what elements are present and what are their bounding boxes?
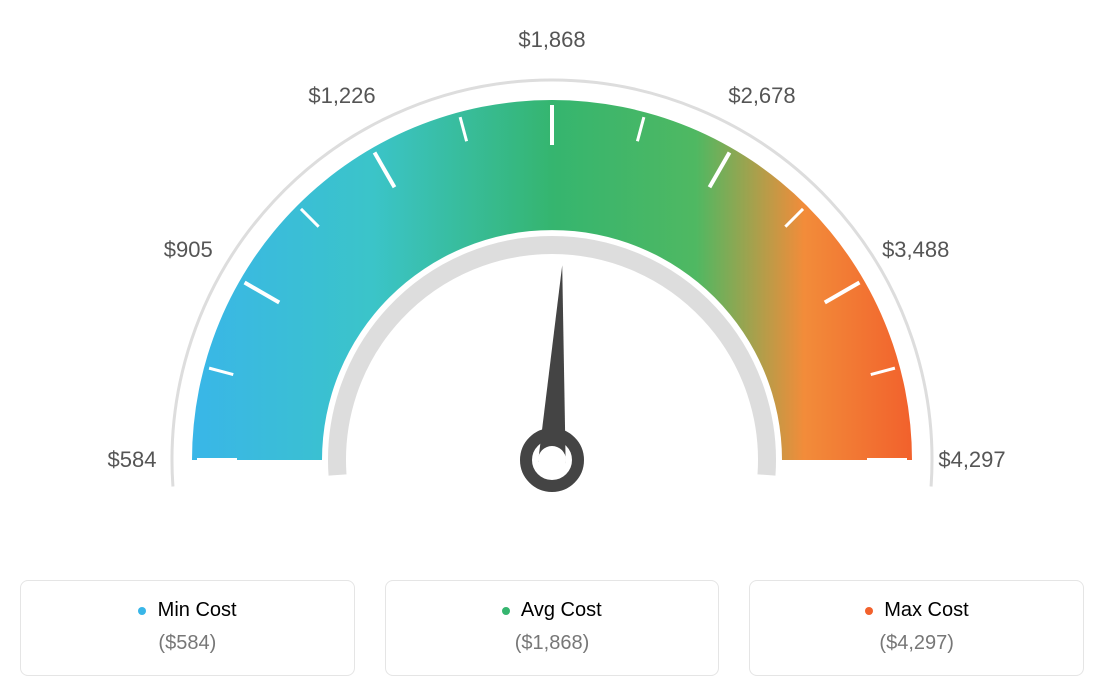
legend-max-title: Max Cost bbox=[760, 599, 1073, 622]
gauge-tick-label: $584 bbox=[108, 447, 157, 473]
legend-max-label: Max Cost bbox=[884, 599, 968, 621]
gauge-tick-label: $3,488 bbox=[882, 237, 949, 263]
legend-row: Min Cost ($584) Avg Cost ($1,868) Max Co… bbox=[20, 580, 1084, 676]
gauge-tick-label: $1,868 bbox=[518, 27, 585, 53]
legend-max-value: ($4,297) bbox=[760, 632, 1073, 655]
legend-avg-title: Avg Cost bbox=[396, 599, 709, 622]
legend-min-card: Min Cost ($584) bbox=[20, 580, 355, 676]
gauge-tick-label: $4,297 bbox=[938, 447, 1005, 473]
gauge-tick-label: $2,678 bbox=[728, 83, 795, 109]
dot-icon bbox=[502, 607, 510, 615]
legend-min-title: Min Cost bbox=[31, 599, 344, 622]
legend-min-label: Min Cost bbox=[158, 599, 237, 621]
chart-container: $584 $905 $1,226 $1,868 $2,678 $3,488 $4,297 M… bbox=[20, 20, 1084, 676]
gauge-chart: $584 $905 $1,226 $1,868 $2,678 $3,488 $4,297 bbox=[20, 20, 1084, 560]
dot-icon bbox=[138, 607, 146, 615]
legend-avg-value: ($1,868) bbox=[396, 632, 709, 655]
legend-avg-card: Avg Cost ($1,868) bbox=[385, 580, 720, 676]
gauge-tick-label: $905 bbox=[164, 237, 213, 263]
gauge-tick-label: $1,226 bbox=[308, 83, 375, 109]
legend-min-value: ($584) bbox=[31, 632, 344, 655]
legend-max-card: Max Cost ($4,297) bbox=[749, 580, 1084, 676]
legend-avg-label: Avg Cost bbox=[521, 599, 602, 621]
dot-icon bbox=[865, 607, 873, 615]
